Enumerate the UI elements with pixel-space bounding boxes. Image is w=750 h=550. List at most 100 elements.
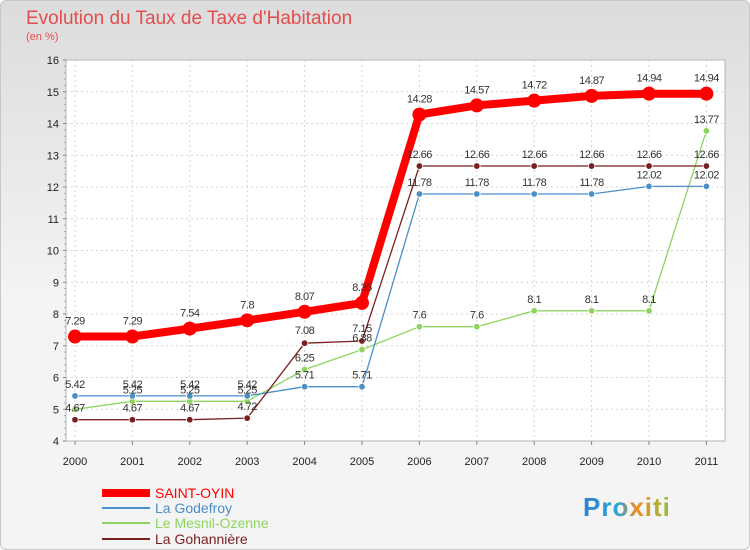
data-label: 12.02 — [636, 169, 661, 181]
data-label: 7.29 — [123, 316, 143, 328]
axes: 4 5 6 7 8 9 10 11 12 13 14 15 16 2000 2001 2002 2003 2004… — [47, 55, 718, 468]
data-label: 11.78 — [522, 177, 547, 189]
data-label: 7.54 — [180, 308, 200, 320]
data-label: 14.72 — [522, 80, 547, 92]
data-label: 5.42 — [237, 379, 257, 391]
data-label: 5.71 — [295, 370, 315, 382]
data-point — [699, 86, 714, 101]
x-tick-label: 2002 — [178, 456, 202, 468]
data-point — [473, 162, 481, 170]
data-label: 5.42 — [180, 379, 200, 391]
data-point — [702, 182, 711, 191]
x-tick-label: 2010 — [637, 456, 661, 468]
data-label: 4.67 — [65, 403, 85, 415]
y-tick-label: 8 — [53, 309, 59, 321]
legend-label-1: La Godefroy — [155, 500, 232, 516]
data-labels: 7.29 7.29 7.54 7.8 8.07 8.35 14.28 14.57 14.72 14… — [65, 73, 720, 415]
data-label: 11.78 — [579, 177, 604, 189]
y-tick-label: 12 — [47, 182, 59, 194]
y-tick-label: 15 — [47, 87, 59, 99]
x-tick-label: 2001 — [120, 456, 144, 468]
unit-label: (en %) — [26, 31, 58, 43]
series-line-1 — [74, 185, 708, 397]
data-point — [300, 365, 309, 374]
data-label: 5.25 — [123, 384, 143, 396]
data-point — [240, 313, 255, 328]
data-point — [182, 321, 197, 336]
data-label: 12.66 — [636, 149, 661, 161]
data-point — [358, 337, 366, 345]
data-point — [702, 127, 711, 135]
data-point — [473, 190, 481, 198]
legend-label-3: La Gohannière — [155, 531, 248, 547]
data-point — [587, 162, 596, 170]
data-label: 14.28 — [407, 94, 432, 106]
data-point — [71, 416, 79, 424]
data-label: 13.77 — [694, 114, 719, 126]
x-tick-label: 2005 — [350, 456, 374, 468]
data-label: 5.42 — [65, 379, 85, 391]
data-label: 4.72 — [237, 401, 257, 413]
data-point — [469, 98, 484, 113]
data-label: 5.25 — [237, 384, 257, 396]
data-point — [355, 295, 369, 310]
data-point — [128, 416, 137, 424]
data-label: 14.94 — [694, 73, 719, 85]
x-tick-label: 2008 — [522, 456, 546, 468]
y-tick-label: 7 — [53, 341, 59, 353]
data-label: 7.08 — [295, 325, 315, 337]
x-tick-label: 2009 — [579, 456, 603, 468]
data-point — [587, 307, 596, 315]
data-point — [243, 414, 251, 422]
data-label: 6.88 — [352, 333, 372, 345]
legend-label-2: Le Mesnil-Ozenne — [155, 515, 269, 531]
data-point — [71, 405, 79, 413]
data-point — [530, 190, 538, 198]
data-label: 7.8 — [240, 299, 254, 311]
data-label: 5.71 — [352, 370, 372, 382]
data-point — [412, 107, 427, 122]
data-label: 7.6 — [413, 310, 427, 322]
data-point — [642, 86, 656, 101]
data-point — [587, 190, 596, 198]
data-label: 14.87 — [579, 75, 604, 87]
data-label: 8.07 — [295, 291, 315, 303]
data-point — [702, 162, 711, 170]
data-point — [186, 392, 194, 400]
chart-title: Evolution du Taux de Taxe d'Habitation — [26, 8, 352, 29]
y-tick-label: 13 — [47, 150, 59, 162]
data-point — [645, 182, 653, 191]
data-point — [358, 345, 366, 354]
data-label: 4.67 — [180, 403, 200, 415]
y-tick-label: 11 — [48, 214, 59, 226]
data-label: 11.78 — [465, 177, 490, 189]
data-point — [128, 392, 137, 400]
data-point — [645, 162, 653, 170]
series-line-0 — [71, 89, 711, 341]
series-lines — [71, 89, 711, 421]
data-point — [530, 162, 538, 170]
data-point — [186, 416, 194, 424]
series-line-3 — [74, 165, 708, 421]
x-tick-label: 2003 — [235, 456, 259, 468]
legend-label-0: SAINT-OYIN — [155, 485, 234, 501]
data-label: 7.29 — [65, 316, 85, 328]
x-tick-label: 2000 — [63, 456, 87, 468]
series-points — [68, 86, 714, 424]
x-tick-label: 2006 — [407, 456, 431, 468]
data-label: 12.66 — [522, 149, 547, 161]
data-label: 14.94 — [636, 73, 661, 85]
data-point — [297, 304, 312, 319]
data-point — [125, 329, 140, 344]
x-tick-label: 2011 — [695, 456, 719, 468]
data-point — [473, 323, 481, 331]
data-label: 8.1 — [527, 294, 541, 306]
y-tick-label: 14 — [47, 119, 59, 131]
data-label: 7.6 — [470, 310, 484, 322]
data-point — [300, 383, 309, 391]
x-tick-label: 2007 — [465, 456, 489, 468]
data-point — [415, 323, 424, 331]
series-line-2 — [74, 130, 708, 410]
plot-area — [65, 59, 726, 442]
